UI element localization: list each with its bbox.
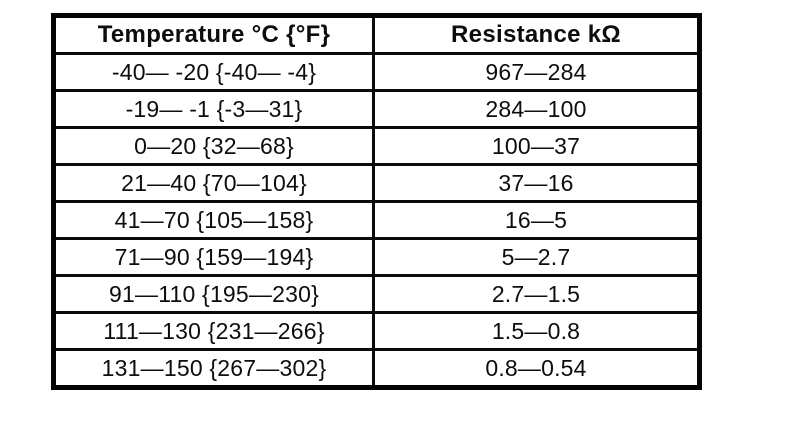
temperature-cell: 21—40 {70—104} (52, 163, 375, 203)
temperature-resistance-table: Temperature °C {°F} Resistance kΩ -40— -… (51, 13, 702, 390)
resistance-cell: 1.5—0.8 (372, 311, 701, 351)
table-row: 111—130 {231—266} 1.5—0.8 (52, 311, 701, 351)
temperature-cell: 131—150 {267—302} (52, 348, 375, 389)
table-row: 41—70 {105—158} 16—5 (52, 200, 701, 240)
temperature-cell: 71—90 {159—194} (52, 237, 375, 277)
resistance-cell: 284—100 (372, 89, 701, 129)
resistance-cell: 37—16 (372, 163, 701, 203)
table-row: -40— -20 {-40— -4} 967—284 (52, 52, 701, 92)
table-row: 91—110 {195—230} 2.7—1.5 (52, 274, 701, 314)
temperature-cell: 41—70 {105—158} (52, 200, 375, 240)
resistance-cell: 16—5 (372, 200, 701, 240)
temperature-cell: -19— -1 {-3—31} (52, 89, 375, 129)
resistance-cell: 2.7—1.5 (372, 274, 701, 314)
resistance-cell: 5—2.7 (372, 237, 701, 277)
resistance-cell: 100—37 (372, 126, 701, 166)
temperature-resistance-table-wrap: Temperature °C {°F} Resistance kΩ -40— -… (51, 13, 702, 390)
resistance-cell: 967—284 (372, 52, 701, 92)
table-row: 71—90 {159—194} 5—2.7 (52, 237, 701, 277)
table-row: 21—40 {70—104} 37—16 (52, 163, 701, 203)
temperature-cell: 91—110 {195—230} (52, 274, 375, 314)
table-row: 0—20 {32—68} 100—37 (52, 126, 701, 166)
temperature-cell: -40— -20 {-40— -4} (52, 52, 375, 92)
temperature-cell: 111—130 {231—266} (52, 311, 375, 351)
header-row: Temperature °C {°F} Resistance kΩ (52, 14, 701, 55)
table-row: 131—150 {267—302} 0.8—0.54 (52, 348, 701, 389)
temperature-cell: 0—20 {32—68} (52, 126, 375, 166)
column-header-resistance: Resistance kΩ (372, 14, 701, 55)
table-row: -19— -1 {-3—31} 284—100 (52, 89, 701, 129)
column-header-temperature: Temperature °C {°F} (52, 14, 375, 55)
resistance-cell: 0.8—0.54 (372, 348, 701, 389)
